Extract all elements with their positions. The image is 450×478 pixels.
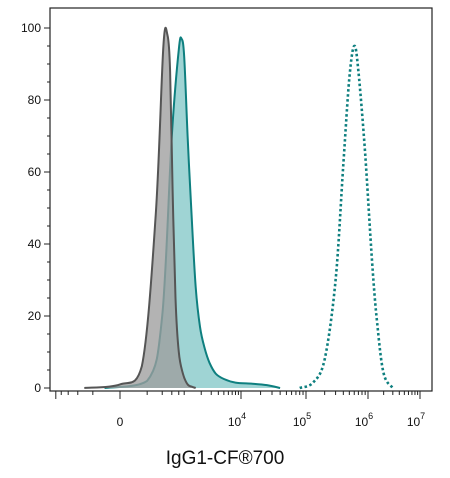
series-filled-teal-area [104,37,281,388]
x-axis-title: IgG1-CF®700 [165,448,285,469]
x-tick-label: 104 [228,411,246,429]
x-axis: 0 104 105 106 107 [55,391,425,429]
y-tick-label: 100 [21,21,41,35]
y-tick-label: 60 [28,165,42,179]
x-tick-base: 10 [228,415,242,429]
x-tick-base: 10 [293,415,307,429]
x-tick-base: 0 [117,415,124,429]
y-axis: 0 20 40 60 80 100 [21,21,50,395]
x-tick-label: 0 [117,415,124,429]
y-tick-label: 20 [28,309,42,323]
x-tick-label: 106 [355,411,373,429]
x-tick-exponent: 4 [241,411,246,421]
plot-area [84,26,394,390]
x-tick-base: 10 [355,415,369,429]
x-tick-exponent: 5 [306,411,311,421]
series-dotted-teal-line [299,44,394,390]
y-tick-label: 0 [34,381,41,395]
x-tick-label: 107 [407,411,425,429]
x-tick-base: 10 [407,415,421,429]
y-tick-label: 80 [28,93,42,107]
x-tick-exponent: 6 [368,411,373,421]
series-filled-gray-area [84,27,196,388]
x-tick-exponent: 7 [420,411,425,421]
plot-frame [49,7,433,392]
y-tick-label: 40 [28,237,42,251]
x-tick-label: 105 [293,411,311,429]
series-filled-gray-line [84,26,197,389]
